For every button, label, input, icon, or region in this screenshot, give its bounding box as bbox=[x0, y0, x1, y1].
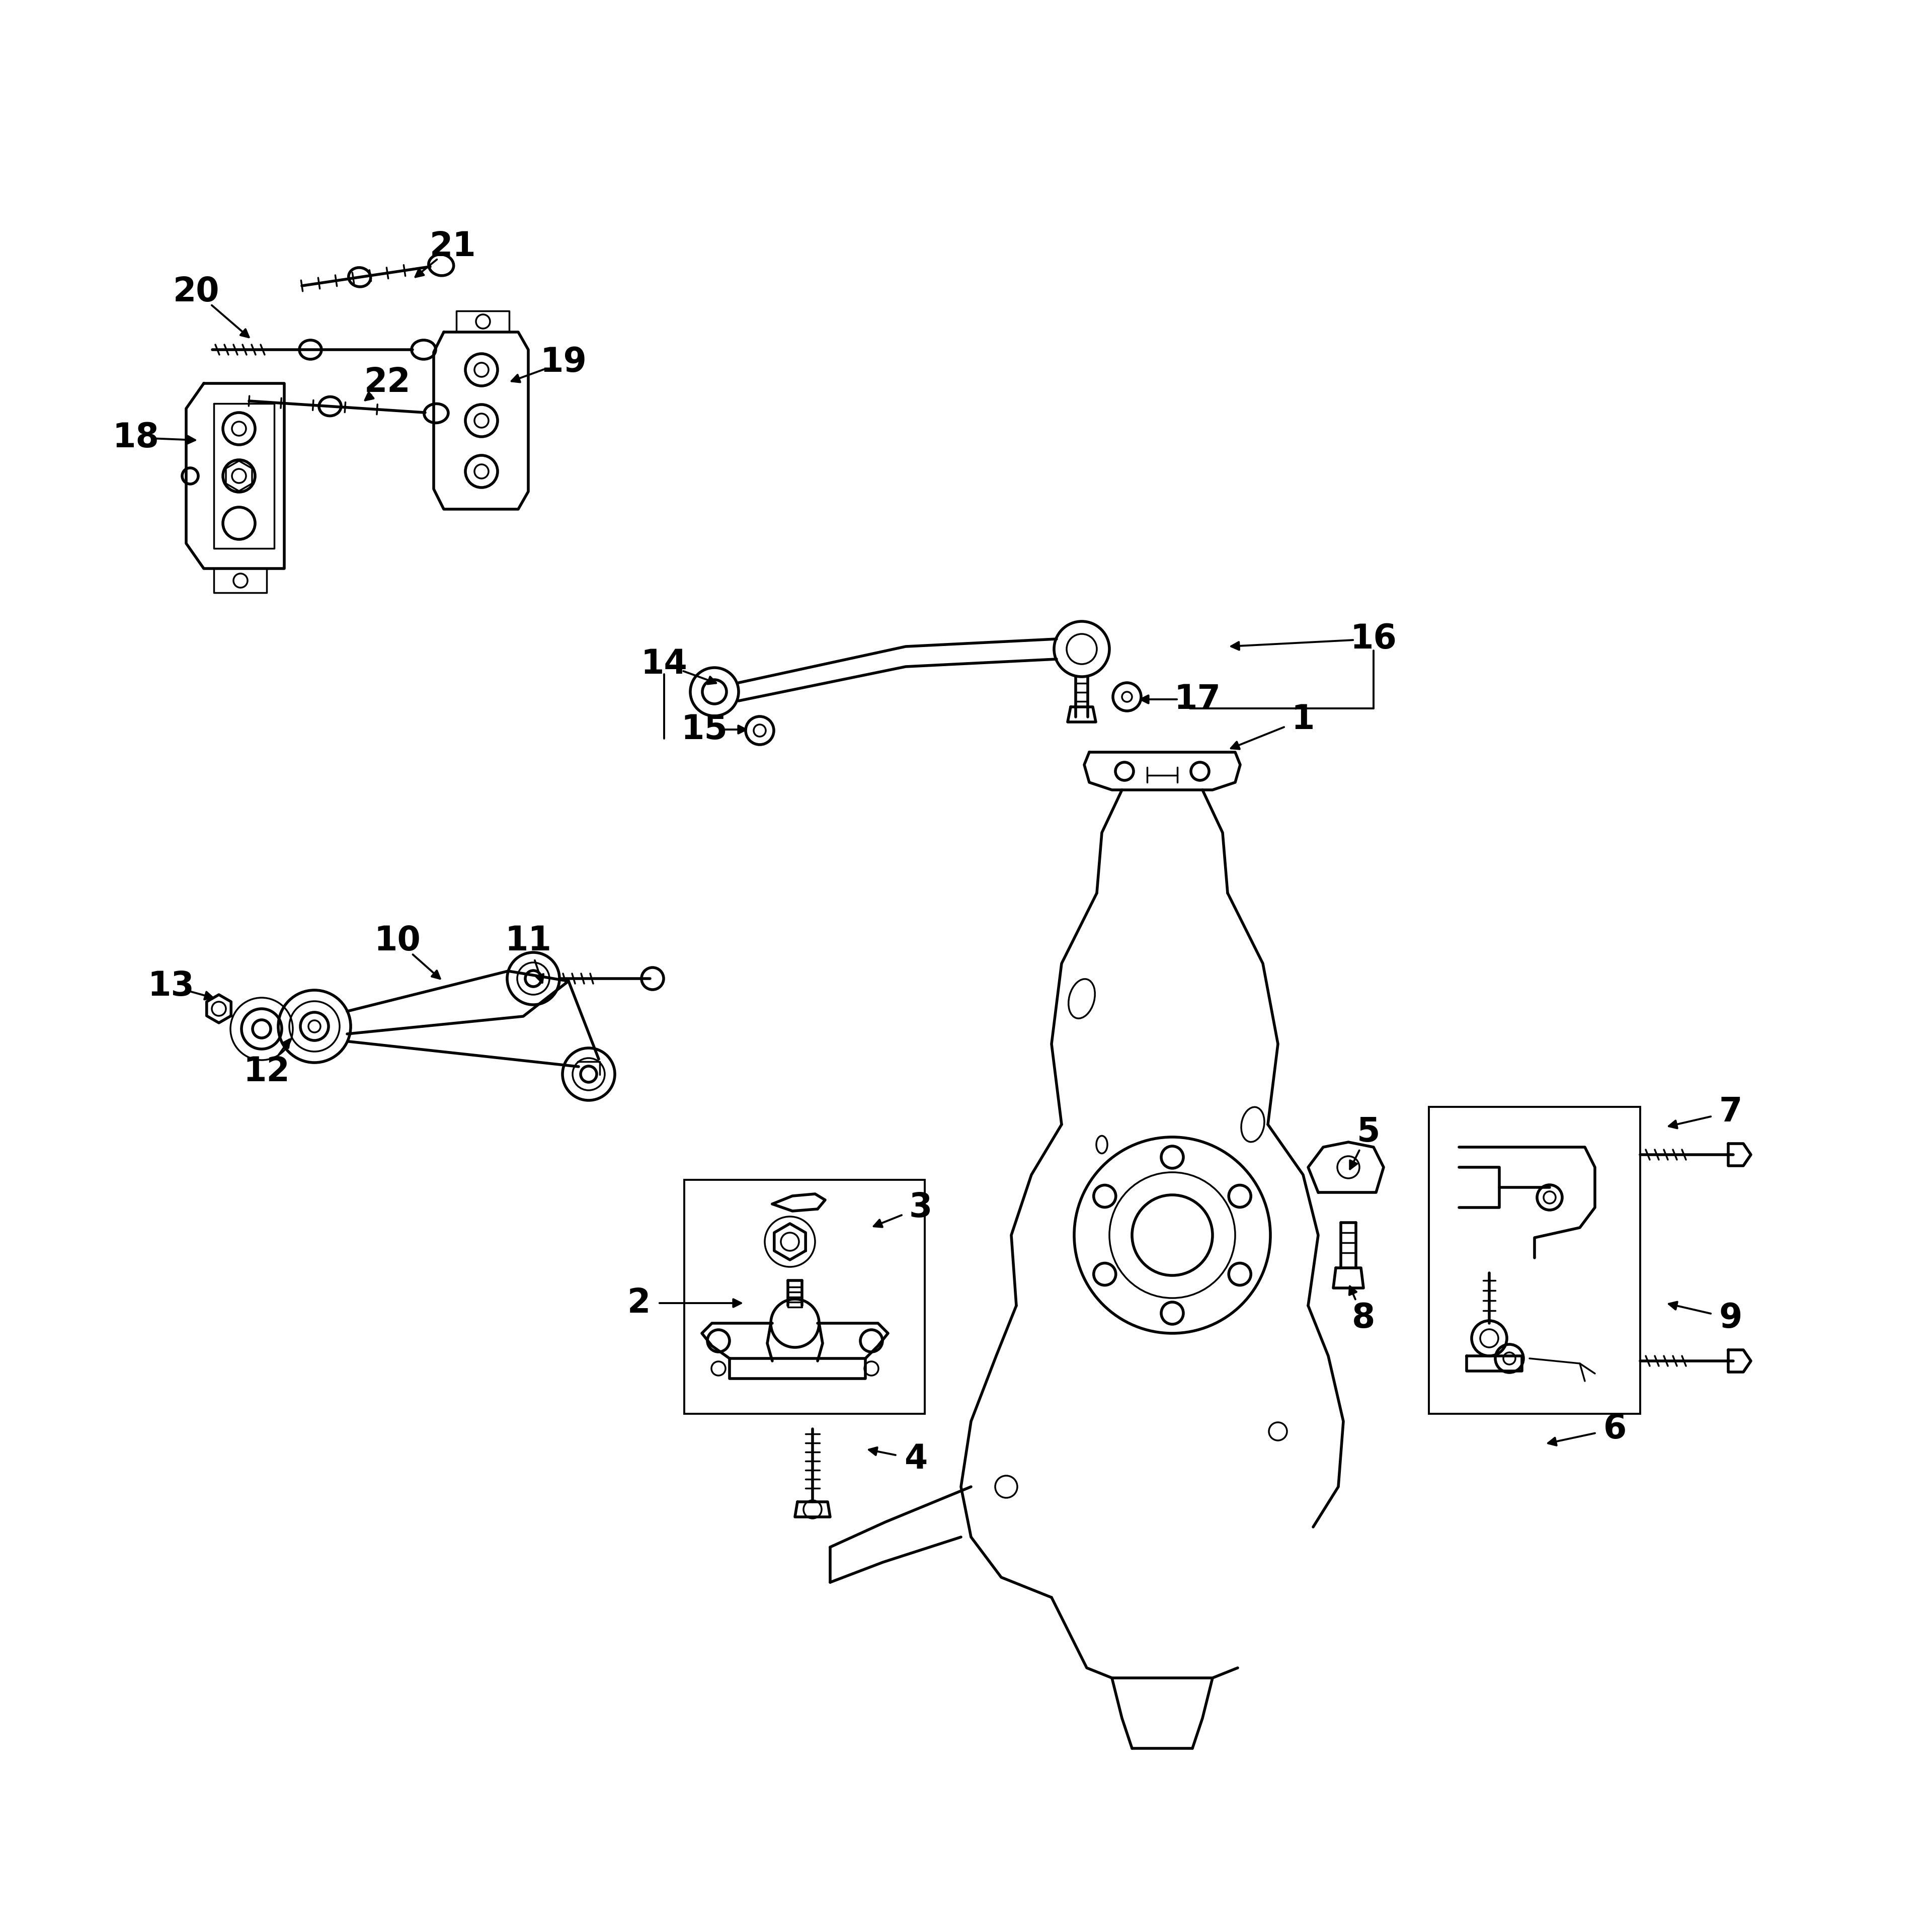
Text: 18: 18 bbox=[112, 421, 158, 454]
Text: 9: 9 bbox=[1719, 1302, 1743, 1335]
Text: 13: 13 bbox=[147, 970, 195, 1003]
Bar bbox=[1430, 1107, 1640, 1414]
Text: 4: 4 bbox=[904, 1443, 927, 1476]
Text: 17: 17 bbox=[1175, 682, 1221, 717]
Text: 14: 14 bbox=[641, 647, 688, 680]
Text: 21: 21 bbox=[429, 230, 475, 263]
Text: 7: 7 bbox=[1719, 1095, 1743, 1128]
Text: 3: 3 bbox=[910, 1190, 933, 1225]
Text: 15: 15 bbox=[680, 713, 728, 746]
Text: 20: 20 bbox=[174, 274, 220, 309]
Text: 5: 5 bbox=[1356, 1115, 1379, 1150]
Text: 16: 16 bbox=[1350, 622, 1397, 655]
Text: 2: 2 bbox=[628, 1287, 651, 1320]
Text: 22: 22 bbox=[363, 365, 412, 400]
Text: 11: 11 bbox=[504, 923, 553, 958]
Text: 8: 8 bbox=[1352, 1302, 1376, 1335]
Text: 6: 6 bbox=[1604, 1412, 1627, 1445]
Text: 19: 19 bbox=[541, 346, 587, 379]
Text: 10: 10 bbox=[375, 923, 421, 958]
Text: 1: 1 bbox=[1291, 703, 1316, 736]
Bar bbox=[684, 1180, 925, 1414]
Text: 12: 12 bbox=[243, 1055, 290, 1088]
